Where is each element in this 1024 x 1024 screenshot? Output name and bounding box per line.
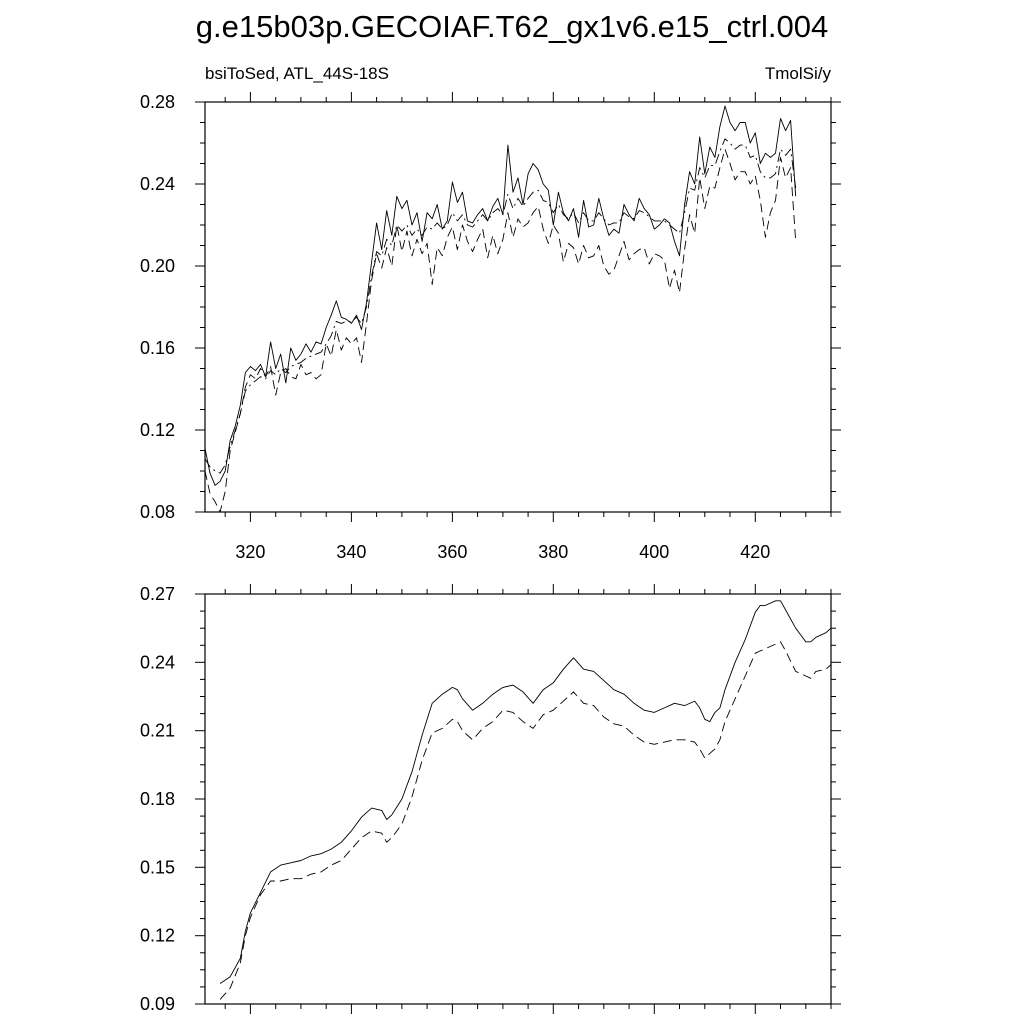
bottom-y-tick-label: 0.18 [140,789,175,809]
chart-title: g.e15b03p.GECOIAF.T62_gx1v6.e15_ctrl.004 [195,9,829,44]
top-y-tick-label: 0.28 [140,92,175,112]
top-y-tick-label: 0.24 [140,174,175,194]
bottom-series-dashed-line [219,641,831,1000]
top-series-dashed-line [205,148,797,512]
top-x-tick-label: 420 [740,542,770,562]
bottom-y-tick-label: 0.27 [140,584,175,604]
top-y-tick-label: 0.08 [140,502,175,522]
top-series-solid-line [205,105,797,486]
top-y-tick-label: 0.12 [140,420,175,440]
top-y-tick-label: 0.16 [140,338,175,358]
top-series-dash-dot-line [205,138,797,474]
top-x-tick-label: 360 [437,542,467,562]
bottom-y-tick-label: 0.21 [140,721,175,741]
bottom-plot-frame [204,593,832,1005]
bottom-panel: 0.09 0.12 0.15 0.18 0.21 0.24 0.27 [140,584,841,1014]
bottom-y-tick-label: 0.24 [140,652,175,672]
top-x-tick-label: 340 [336,542,366,562]
bottom-y-tick-label: 0.15 [140,857,175,877]
bottom-y-tick-label: 0.12 [140,926,175,946]
top-left-label: bsiToSed, ATL_44S-18S [205,64,389,83]
top-panel: 0.08 0.12 0.16 0.20 0.24 0.28 320 340 360 380 400 4… [140,64,841,562]
bottom-series-solid-line [219,600,831,984]
top-x-tick-label: 400 [639,542,669,562]
top-x-tick-label: 380 [538,542,568,562]
top-y-tick-label: 0.20 [140,256,175,276]
bottom-y-tick-label: 0.09 [140,994,175,1014]
top-x-tick-label: 320 [235,542,265,562]
top-plot-frame [204,101,832,513]
top-right-label: TmolSi/y [765,64,832,83]
